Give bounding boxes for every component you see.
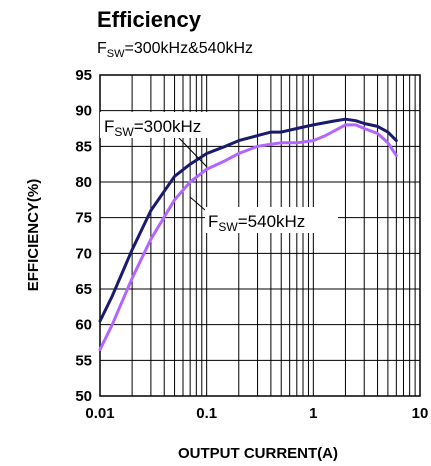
plot-frame	[99, 74, 421, 397]
annotation-300khz-bg	[100, 112, 228, 138]
annotation-leader-300khz	[177, 136, 208, 168]
chart-title: Efficiency	[97, 7, 202, 32]
series-line-540khz	[98, 123, 398, 352]
annotation-leader-540khz	[189, 196, 206, 211]
x-tick-label: 10	[412, 405, 429, 422]
annotation-540khz: FSW=540kHz	[208, 212, 305, 234]
y-tick-label: 75	[75, 210, 92, 227]
x-tick-labels: 0.01 0.1 1 10	[85, 405, 428, 422]
x-tick-label: 0.01	[85, 405, 114, 422]
y-tick-label: 70	[75, 245, 92, 262]
series-line-300khz	[98, 117, 398, 323]
x-tick-label: 0.1	[196, 405, 217, 422]
x-axis-label: OUTPUT CURRENT(A)	[178, 445, 338, 462]
x-tick-label: 1	[309, 405, 317, 422]
y-tick-label: 85	[75, 138, 92, 155]
y-tick-label: 90	[75, 103, 92, 120]
y-tick-label: 80	[75, 174, 92, 191]
y-tick-label: 65	[75, 281, 92, 298]
annotation-540khz-bg	[205, 207, 338, 233]
y-axis-label: EFFICIENCY(%)	[25, 179, 42, 292]
y-tick-label: 55	[75, 352, 92, 369]
annotation-300khz: FSW=300kHz	[104, 117, 201, 139]
y-tick-labels: 50 55 60 65 70 75 80 85 90 95	[75, 67, 92, 405]
chart-subtitle: FSW=300kHz&540kHz	[97, 40, 253, 60]
y-tick-label: 60	[75, 317, 92, 334]
y-tick-label: 50	[75, 388, 92, 405]
y-tick-label: 95	[75, 67, 92, 84]
series-lines	[98, 117, 398, 352]
